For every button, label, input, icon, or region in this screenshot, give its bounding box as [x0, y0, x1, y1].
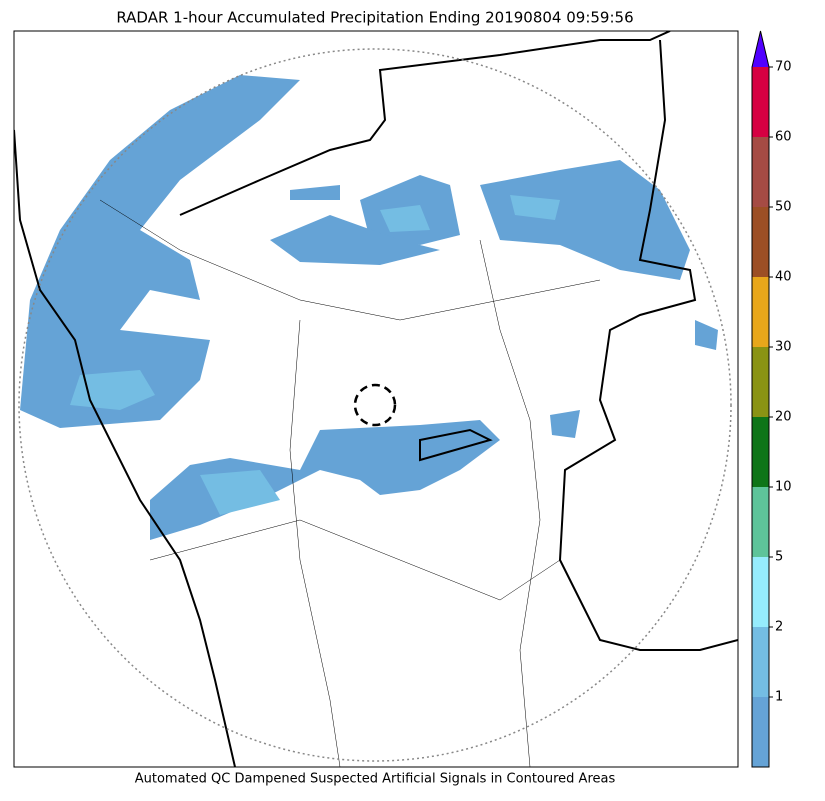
- colorbar-tick-label: 2: [775, 620, 783, 635]
- colorbar-segment: [752, 347, 769, 417]
- title: RADAR 1-hour Accumulated Precipitation E…: [116, 9, 633, 27]
- colorbar-tick-label: 10: [775, 480, 792, 495]
- colorbar-segment: [752, 277, 769, 347]
- radar-range: [18, 48, 732, 762]
- colorbar-tick-label: 40: [775, 270, 792, 285]
- colorbar-segment: [752, 627, 769, 697]
- map: [13, 30, 739, 768]
- colorbar-segment: [752, 487, 769, 557]
- colorbar-segment: [752, 137, 769, 207]
- colorbar-segment: [752, 207, 769, 277]
- colorbar-tick-label: 20: [775, 410, 792, 425]
- colorbar-segment: [752, 557, 769, 627]
- colorbar: 1 2 5 10 20 30 40 50 60 70: [751, 30, 792, 768]
- colorbar-tick-label: 70: [775, 60, 792, 75]
- colorbar-segment: [752, 67, 769, 137]
- colorbar-extend: [752, 31, 769, 67]
- colorbar-tick-label: 60: [775, 130, 792, 145]
- colorbar-tick-label: 5: [775, 550, 783, 565]
- caption: Automated QC Dampened Suspected Artifici…: [135, 772, 616, 787]
- colorbar-segment: [752, 417, 769, 487]
- colorbar-segment: [752, 697, 769, 767]
- colorbar-tick-label: 30: [775, 340, 792, 355]
- radar-site: [353, 383, 397, 427]
- colorbar-tick-label: 50: [775, 200, 792, 215]
- precipitation-light: [70, 195, 560, 515]
- borders: [14, 31, 738, 767]
- colorbar-outline: [751, 30, 770, 768]
- colorbar-tick-label: 1: [775, 690, 783, 705]
